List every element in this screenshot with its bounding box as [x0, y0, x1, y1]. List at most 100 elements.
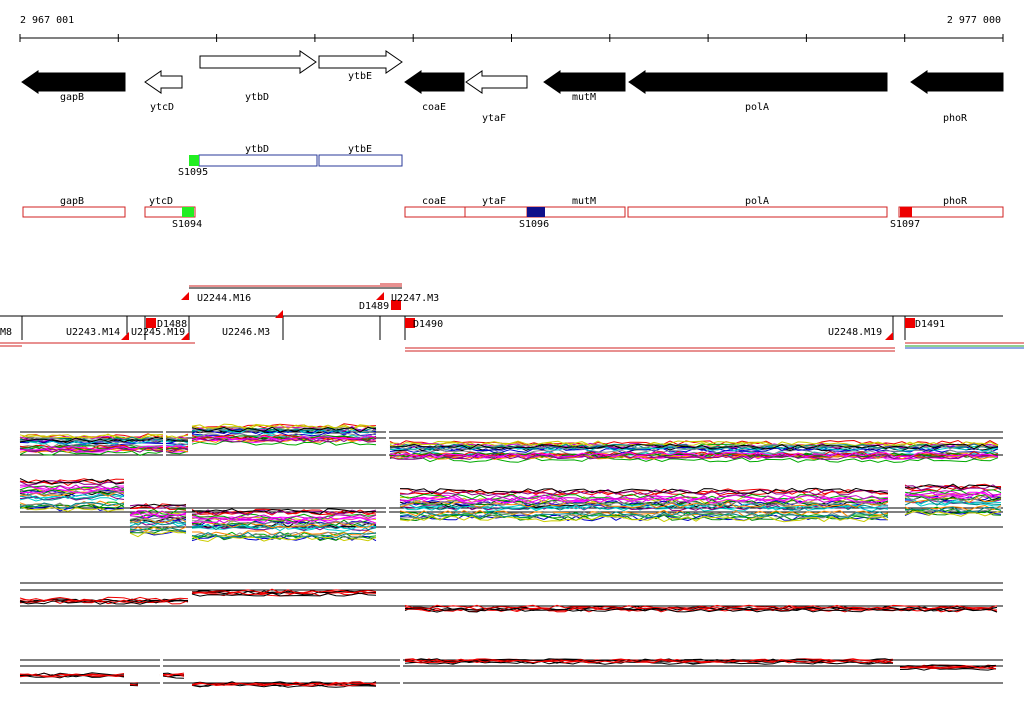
expression-line [191, 531, 377, 539]
expression-line [19, 478, 125, 485]
gene-arrow [21, 70, 126, 94]
expression-line [389, 453, 999, 460]
gene-arrow [465, 70, 528, 94]
expression-line [129, 512, 187, 519]
expression-line [192, 588, 377, 594]
expression-line [129, 519, 187, 526]
expression-line [191, 423, 377, 430]
expression-line [19, 489, 125, 497]
spot-label: S1097 [890, 219, 920, 230]
breakpoint-flag [376, 292, 384, 300]
expression-line [19, 501, 125, 509]
breakpoint-box [146, 318, 156, 328]
breakpoint-flag [181, 332, 189, 340]
expression-line [191, 535, 377, 543]
expression-line [19, 433, 189, 440]
spot-label: S1094 [172, 219, 202, 230]
expression-line [399, 509, 889, 517]
expression-line [191, 428, 377, 435]
segment-label: U2246.M3 [222, 327, 270, 338]
breakpoint-flag [885, 332, 893, 340]
gene-arrow [404, 70, 465, 94]
expression-line [19, 434, 189, 440]
breakpoint-flag [121, 332, 129, 340]
spot [189, 155, 199, 166]
start-coordinate: 2 967 001 [20, 15, 74, 26]
tile-label: mutM [572, 196, 596, 207]
gene-arrow [144, 70, 183, 94]
expression-line [399, 494, 889, 502]
expression-line [191, 682, 377, 686]
segment-label: U2243.M14 [66, 327, 120, 338]
expression-line [904, 483, 1002, 490]
expression-line [399, 501, 889, 509]
tile-box [144, 206, 196, 218]
expression-line [19, 437, 189, 443]
panel-gap [160, 655, 163, 690]
segment-label: M8 [0, 327, 12, 338]
expression-line [19, 487, 125, 494]
segment-label: U2245.M19 [131, 327, 185, 338]
expression-line [904, 510, 1002, 517]
expression-line [192, 520, 377, 527]
expression-line [404, 658, 894, 663]
gene-label: ytcD [150, 102, 174, 113]
expression-line [129, 516, 187, 522]
expression-line [399, 496, 889, 504]
gene-label: polA [745, 102, 769, 113]
expression-line [19, 596, 189, 602]
segment-label: U2248.M19 [828, 327, 882, 338]
expression-line [191, 514, 377, 521]
end-coordinate: 2 977 000 [947, 15, 1001, 26]
expression-line [19, 673, 125, 677]
tile-label: phoR [943, 196, 968, 207]
tile-box [404, 206, 466, 218]
expression-line [904, 496, 1002, 503]
expression-line [19, 504, 125, 512]
breakpoint-flag [275, 310, 283, 318]
gene-label: mutM [572, 92, 596, 103]
tile-label: polA [745, 196, 769, 207]
spot [900, 207, 912, 217]
expression-line [129, 527, 187, 532]
expression-line [19, 484, 125, 491]
panel-gap [163, 425, 166, 470]
expression-line [19, 450, 189, 456]
segment-label: U2247.M3 [391, 293, 439, 304]
tile-box [318, 154, 403, 167]
expression-line [19, 436, 188, 443]
gene-arrow [543, 70, 626, 94]
tile-box [898, 206, 1004, 218]
expression-line [904, 491, 1002, 499]
spot [527, 207, 545, 217]
tile-label: gapB [60, 196, 84, 207]
expression-line [129, 503, 187, 509]
expression-line [191, 440, 377, 446]
expression-line [20, 444, 189, 451]
expression-line [404, 659, 894, 664]
gene-arrow [199, 50, 317, 74]
expression-line [191, 516, 377, 524]
breakpoint-box [905, 318, 915, 328]
tile-label: coaE [422, 196, 446, 207]
tile-box [22, 206, 126, 218]
expression-line [904, 484, 1002, 491]
expression-line [389, 451, 999, 458]
expression-line [191, 423, 377, 429]
segment-label: D1491 [915, 319, 945, 330]
gene-label: ytbE [348, 71, 372, 82]
panel-gap [400, 655, 403, 690]
gene-label: coaE [422, 102, 446, 113]
tile-label: ytcD [149, 196, 173, 207]
expression-line [129, 505, 187, 511]
expression-line [191, 523, 377, 530]
expression-line [129, 526, 187, 534]
expression-line [400, 488, 889, 497]
breakpoint-box [405, 318, 415, 328]
expression-line [191, 508, 377, 515]
gene-label: gapB [60, 92, 84, 103]
expression-line [404, 606, 998, 612]
expression-line [191, 525, 377, 532]
expression-line [19, 444, 189, 450]
